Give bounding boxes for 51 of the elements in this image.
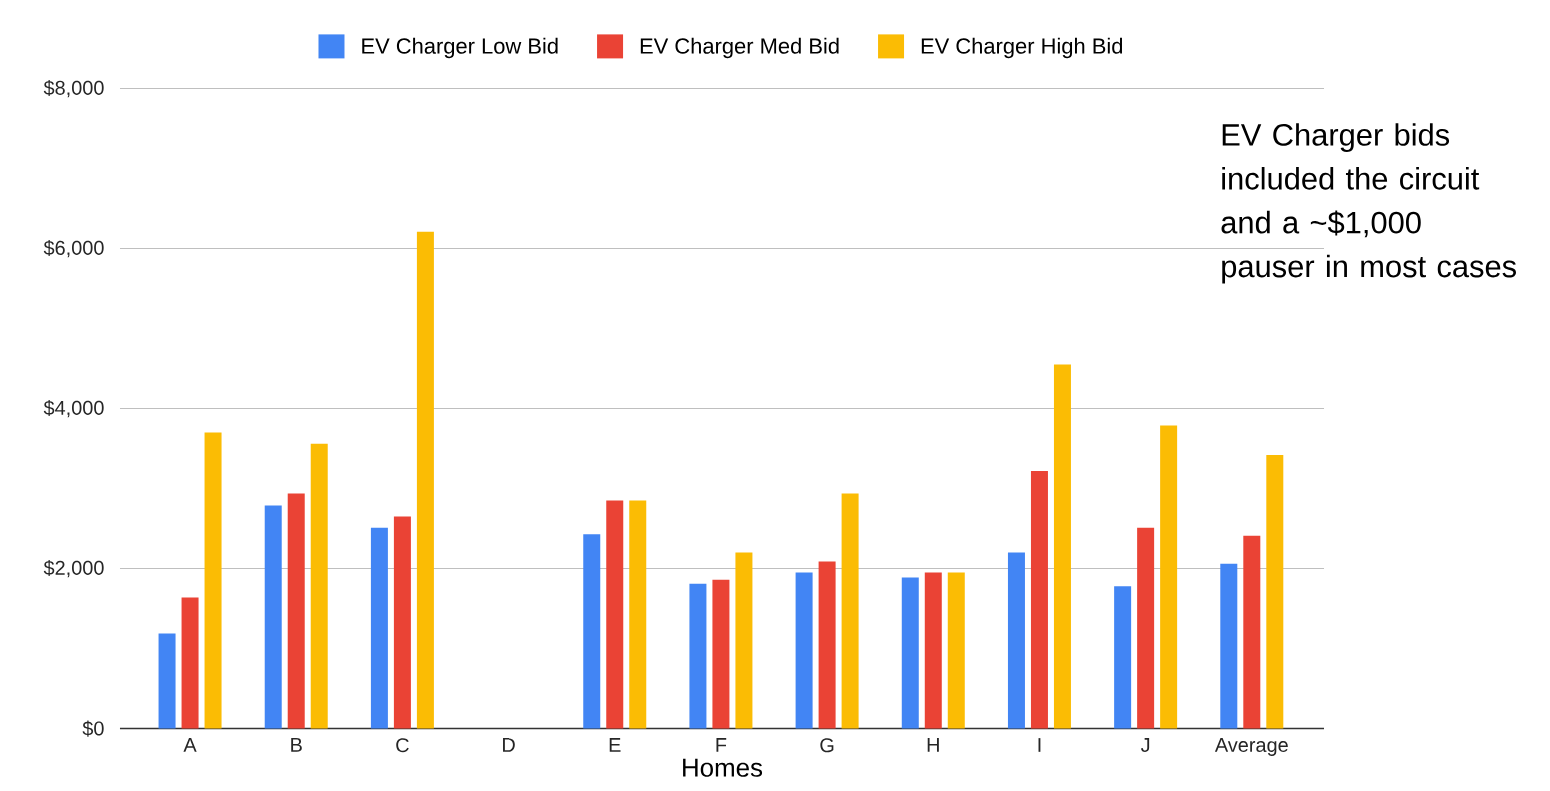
x-axis-title: Homes	[683, 758, 763, 777]
bar	[310, 443, 328, 729]
x-tick-label: F	[716, 738, 727, 752]
bar	[1114, 586, 1132, 729]
x-tick-label: G	[820, 738, 834, 753]
legend-label: EV Charger Med Bid	[640, 37, 839, 59]
x-tick-label: H	[927, 738, 939, 752]
y-tick-label: $2,000	[43, 559, 104, 578]
bar	[393, 516, 411, 729]
x-tick-label: E	[609, 738, 621, 752]
legend-label: EV Charger Low Bid	[362, 37, 558, 59]
bar	[795, 572, 813, 729]
bar	[606, 500, 624, 729]
bar	[841, 493, 859, 729]
y-tick-label: $4,000	[43, 399, 104, 418]
bar	[1030, 470, 1048, 729]
y-tick-label: $8,000	[43, 79, 104, 98]
bar	[818, 561, 836, 729]
bar	[181, 597, 199, 729]
bar	[901, 577, 919, 729]
bar	[416, 231, 434, 729]
bar	[947, 572, 965, 729]
annotation: EV Charger bids included the circuit and a ~$1,000 pauser in most cases	[1221, 123, 1516, 284]
bar	[1053, 364, 1071, 729]
bar	[924, 572, 942, 729]
bar	[264, 505, 282, 729]
bar	[204, 432, 222, 729]
x-tick-label: A	[183, 738, 197, 752]
bar	[158, 633, 176, 729]
bar	[370, 527, 388, 729]
x-tick-label: I	[1038, 738, 1041, 752]
x-tick-label: J	[1140, 738, 1150, 753]
bar	[735, 552, 753, 729]
x-tick-label: C	[396, 738, 409, 753]
bar	[1137, 527, 1155, 729]
y-tick-label: $6,000	[43, 239, 104, 258]
bar	[689, 583, 707, 729]
bar	[712, 579, 730, 729]
bar	[1266, 454, 1284, 729]
bar	[629, 500, 647, 729]
bar	[1160, 425, 1178, 729]
y-tick-label: $0	[82, 720, 104, 737]
bar	[1220, 563, 1238, 729]
x-tick-label: B	[291, 738, 302, 752]
bar	[287, 493, 305, 729]
bar	[1243, 535, 1261, 729]
x-tick-label: D	[503, 738, 515, 752]
legend-label: EV Charger High Bid	[921, 37, 1123, 59]
bar	[583, 534, 601, 729]
x-tick-label: Average	[1214, 738, 1288, 756]
bar	[1007, 552, 1025, 729]
